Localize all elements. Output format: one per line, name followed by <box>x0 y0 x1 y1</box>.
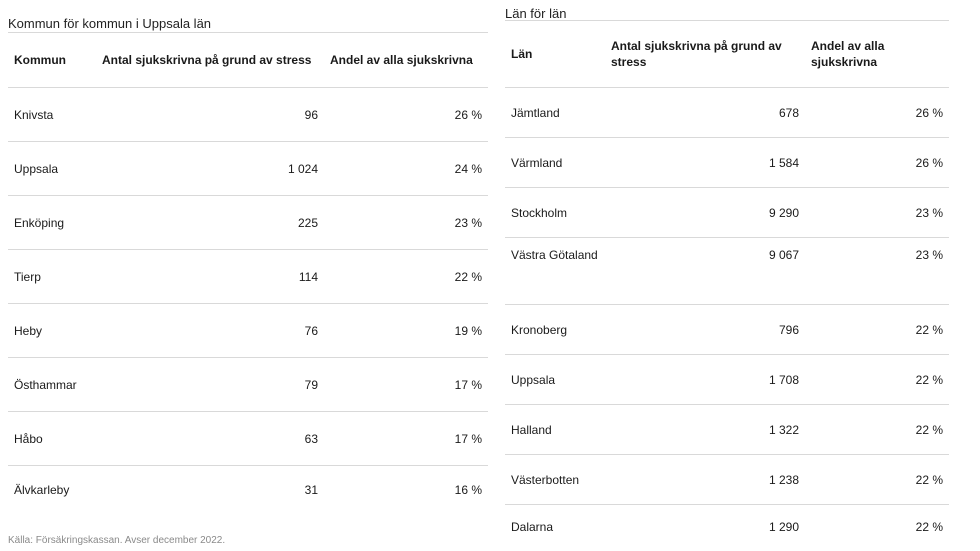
lan-table-caption: Län för län <box>505 6 567 21</box>
cell-andel: 22 % <box>454 269 482 284</box>
cell-andel: 26 % <box>454 107 482 122</box>
header-antal: Antal sjukskrivna på grund av stress <box>611 39 782 69</box>
cell-antal: 79 <box>304 377 318 392</box>
cell-lan: Värmland <box>511 155 563 170</box>
cell-antal: 96 <box>304 107 318 122</box>
table-row: Uppsala 1 024 24 % <box>8 142 488 196</box>
cell-andel: 22 % <box>915 519 943 534</box>
table-row: Knivsta 96 26 % <box>8 88 488 142</box>
cell-andel: 23 % <box>915 248 943 262</box>
table-row: Stockholm 9 290 23 % <box>505 188 949 238</box>
cell-lan: Dalarna <box>511 519 554 534</box>
table-header-row: Län Antal sjukskrivna på grund av stress… <box>505 20 949 88</box>
table-row: Jämtland 678 26 % <box>505 88 949 138</box>
cell-antal: 1 238 <box>768 472 799 487</box>
cell-andel: 17 % <box>454 431 482 446</box>
cell-antal: 1 290 <box>768 519 799 534</box>
table-row: Tierp 114 22 % <box>8 250 488 304</box>
cell-antal: 1 708 <box>768 372 799 387</box>
cell-kommun: Uppsala <box>14 161 59 176</box>
cell-andel: 22 % <box>915 472 943 487</box>
cell-lan: Uppsala <box>511 372 556 387</box>
header-lan: Län <box>511 47 533 61</box>
lan-table: Län Antal sjukskrivna på grund av stress… <box>505 20 949 549</box>
cell-andel: 22 % <box>915 372 943 387</box>
cell-andel: 22 % <box>915 322 943 337</box>
cell-antal: 1 584 <box>768 155 799 170</box>
cell-andel: 17 % <box>454 377 482 392</box>
cell-kommun: Östhammar <box>14 377 77 392</box>
cell-lan: Västra Götaland <box>511 248 598 262</box>
table-row: Västerbotten 1 238 22 % <box>505 455 949 505</box>
header-andel: Andel av alla sjukskrivna <box>811 39 885 69</box>
table-row: Håbo 63 17 % <box>8 412 488 466</box>
cell-lan: Halland <box>511 422 552 437</box>
kommun-table-caption: Kommun för kommun i Uppsala län <box>8 16 212 31</box>
cell-andel: 26 % <box>915 155 943 170</box>
cell-antal: 9 067 <box>768 248 799 262</box>
cell-kommun: Heby <box>14 323 43 338</box>
table-row: Dalarna 1 290 22 % <box>505 505 949 549</box>
cell-andel: 24 % <box>454 161 482 176</box>
cell-antal: 76 <box>304 323 318 338</box>
header-kommun: Kommun <box>14 53 66 67</box>
table-row: Älvkarleby 31 16 % <box>8 466 488 514</box>
source-note: Källa: Försäkringskassan. Avser december… <box>8 535 226 546</box>
table-row: Kronoberg 796 22 % <box>505 305 949 355</box>
kommun-table: Kommun Antal sjukskrivna på grund av str… <box>8 32 488 514</box>
table-row: Västra Götaland 9 067 23 % <box>505 238 949 305</box>
cell-andel: 16 % <box>454 482 482 497</box>
cell-antal: 114 <box>298 269 318 284</box>
cell-andel: 22 % <box>915 422 943 437</box>
cell-antal: 225 <box>297 215 318 230</box>
table-header-row: Kommun Antal sjukskrivna på grund av str… <box>8 32 488 88</box>
cell-kommun: Älvkarleby <box>14 482 70 497</box>
cell-lan: Stockholm <box>511 205 568 220</box>
header-antal: Antal sjukskrivna på grund av stress <box>102 53 312 67</box>
table-row: Heby 76 19 % <box>8 304 488 358</box>
cell-kommun: Enköping <box>14 215 65 230</box>
cell-lan: Kronoberg <box>511 322 568 337</box>
cell-antal: 796 <box>778 322 799 337</box>
cell-kommun: Knivsta <box>14 107 54 122</box>
cell-antal: 1 024 <box>287 161 318 176</box>
table-row: Enköping 225 23 % <box>8 196 488 250</box>
table-row: Östhammar 79 17 % <box>8 358 488 412</box>
header-andel: Andel av alla sjukskrivna <box>330 53 473 67</box>
cell-antal: 1 322 <box>768 422 799 437</box>
cell-antal: 9 290 <box>768 205 799 220</box>
cell-andel: 23 % <box>454 215 482 230</box>
cell-lan: Västerbotten <box>511 472 580 487</box>
table-row: Värmland 1 584 26 % <box>505 138 949 188</box>
cell-antal: 678 <box>778 105 799 120</box>
cell-kommun: Tierp <box>14 269 41 284</box>
cell-kommun: Håbo <box>14 431 43 446</box>
cell-lan: Jämtland <box>511 105 560 120</box>
table-row: Halland 1 322 22 % <box>505 405 949 455</box>
cell-andel: 23 % <box>915 205 943 220</box>
cell-antal: 63 <box>304 431 318 446</box>
cell-antal: 31 <box>304 482 318 497</box>
cell-andel: 26 % <box>915 105 943 120</box>
table-row: Uppsala 1 708 22 % <box>505 355 949 405</box>
cell-andel: 19 % <box>454 323 482 338</box>
